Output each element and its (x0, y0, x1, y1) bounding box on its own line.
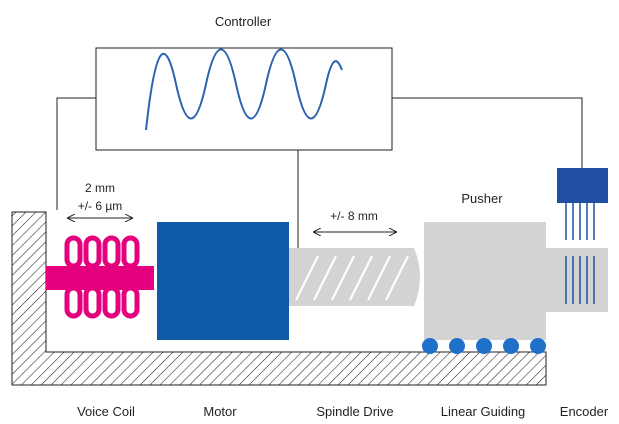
wire-controller-encoder (392, 97, 583, 168)
encoder (557, 168, 608, 304)
pusher (424, 222, 608, 340)
guide-ball (530, 338, 546, 354)
controller-label: Controller (215, 14, 272, 29)
label-encoder: Encoder (560, 404, 609, 419)
guide-ball (449, 338, 465, 354)
linear-guiding-balls (422, 338, 546, 354)
motor (157, 222, 289, 340)
controller-signal-wave (145, 48, 343, 131)
guide-ball (422, 338, 438, 354)
label-spindle-drive: Spindle Drive (316, 404, 393, 419)
base-frame (11, 211, 547, 386)
spindle-drive (289, 248, 420, 306)
pusher-label: Pusher (461, 191, 503, 206)
voice-coil-precision-text: +/- 6 µm (78, 199, 123, 213)
label-linear-guiding: Linear Guiding (441, 404, 526, 419)
label-voice-coil: Voice Coil (77, 404, 135, 419)
label-motor: Motor (203, 404, 237, 419)
controller-box (95, 47, 393, 151)
spindle-stroke-text: +/- 8 mm (330, 209, 378, 223)
wire-controller-voice-coil (56, 97, 96, 210)
voice-coil (46, 235, 154, 319)
guide-ball (503, 338, 519, 354)
guide-ball (476, 338, 492, 354)
voice-coil-stroke-text: 2 mm (85, 181, 115, 195)
